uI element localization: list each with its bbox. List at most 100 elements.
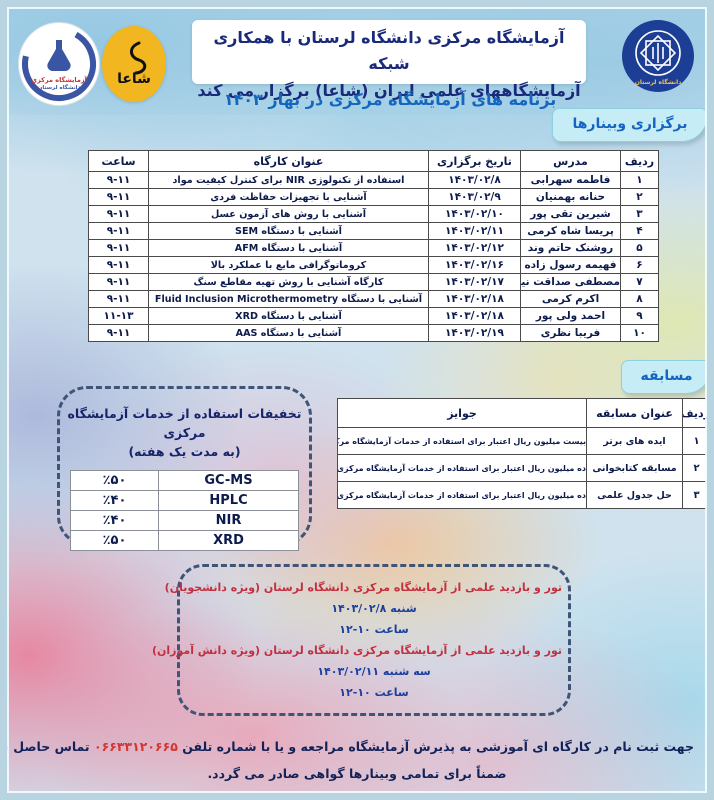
cell-num: ۷ — [620, 273, 659, 291]
cell-title: کارگاه آشنایی با روش تهیه مقاطع سنگ — [148, 273, 429, 291]
column-header: جوایز — [337, 398, 587, 428]
table-row: ۱ فاطمه سهرابی ۱۴۰۳/۰۲/۸ استفاده از تکنولوژ… — [88, 171, 659, 189]
table-row: ۵ روشنک حاتم وند ۱۴۰۳/۰۲/۱۲ آشنایی با دستگا… — [88, 239, 659, 257]
cell-service: GC-MS — [158, 470, 299, 492]
cell-instructor: فهیمه رسول زاده — [520, 256, 621, 274]
footer: جهت ثبت نام در کارگاه ای آموزشی به پذیرش… — [0, 734, 694, 788]
lab-logo-line2: دانشگاه لرستان — [37, 85, 81, 91]
cell-num: ۹ — [620, 307, 659, 325]
cell-num: ۳ — [620, 205, 659, 223]
shaa-logo: شاعا — [102, 26, 166, 102]
table-row: XRD ٪۵۰ — [70, 530, 299, 552]
svg-text:دانشگاه لرستان: دانشگاه لرستان — [635, 78, 682, 86]
table-row: ۳ شیرین تقی پور ۱۴۰۳/۰۲/۱۰ آشنایی با روش ها… — [88, 205, 659, 223]
cell-instructor: اکرم کرمی — [520, 290, 621, 308]
cell-instructor: فریبا نظری — [520, 324, 621, 342]
column-header: ساعت — [88, 150, 149, 172]
table-row: GC-MS ٪۵۰ — [70, 470, 299, 492]
column-header: ردیف — [620, 150, 659, 172]
cell-prize: بیست میلیون ریال اعتبار برای استفاده از … — [337, 427, 587, 455]
cell-time: ۹-۱۱ — [88, 171, 149, 189]
table-row: NIR ٪۴۰ — [70, 510, 299, 532]
university-emblem-icon: دانشگاه لرستان — [622, 20, 694, 92]
cell-title: مسابقه کتابخوانی — [586, 454, 683, 482]
cell-title: استفاده از تکنولوژی NIR برای کنترل کیفیت… — [148, 171, 429, 189]
cell-time: ۹-۱۱ — [88, 205, 149, 223]
cell-instructor: شیرین تقی پور — [520, 205, 621, 223]
cell-num: ۲ — [620, 188, 659, 206]
tour-line: شنبه ۱۴۰۳/۰۲/۸ — [331, 602, 417, 615]
cell-time: ۹-۱۱ — [88, 222, 149, 240]
table-row: ۸ اکرم کرمی ۱۴۰۳/۰۲/۱۸ آشنایی با دستگاه Flu… — [88, 290, 659, 308]
cell-title: آشنایی با دستگاه AAS — [148, 324, 429, 342]
discounts-box: تخفیفات استفاده از خدمات آزمایشگاه مرکزی… — [57, 386, 312, 552]
cell-num: ۱ — [620, 171, 659, 189]
cell-instructor: روشنک حاتم وند — [520, 239, 621, 257]
cell-date: ۱۴۰۳/۰۲/۸ — [428, 171, 521, 189]
competition-body: ۱ ایده های برتر بیست میلیون ریال اعتبار بر… — [337, 427, 711, 509]
cell-num: ۴ — [620, 222, 659, 240]
central-lab-logo: آزمایشگاه مرکزی دانشگاه لرستان — [18, 22, 100, 106]
table-row: ۳ حل جدول علمی ده میلیون ریال اعتبار برای … — [337, 481, 711, 509]
tour-line: ساعت ۱۰-۱۲ — [339, 623, 409, 636]
cell-title: کروماتوگرافی مایع با عملکرد بالا — [148, 256, 429, 274]
cell-date: ۱۴۰۳/۰۲/۱۷ — [428, 273, 521, 291]
cell-time: ۹-۱۱ — [88, 188, 149, 206]
discounts-body: GC-MS ٪۵۰ HPLC ٪۴۰ NIR ٪۴۰ XRD ٪۵۰ — [70, 470, 299, 552]
cell-date: ۱۴۰۳/۰۲/۱۰ — [428, 205, 521, 223]
cell-date: ۱۴۰۳/۰۲/۱۹ — [428, 324, 521, 342]
workshops-body: ۱ فاطمه سهرابی ۱۴۰۳/۰۲/۸ استفاده از تکنولوژ… — [88, 171, 659, 342]
title-line2: آزمایشگاههای علمی ایران (شاعا) برگزار می… — [197, 80, 581, 100]
table-row: ۴ پریسا شاه کرمی ۱۴۰۳/۰۲/۱۱ آشنایی با دستگا… — [88, 222, 659, 240]
cell-num: ۱ — [682, 427, 711, 455]
table-row: ۱ ایده های برتر بیست میلیون ریال اعتبار بر… — [337, 427, 711, 455]
cell-percent: ٪۴۰ — [70, 510, 159, 532]
cell-date: ۱۴۰۳/۰۲/۱۸ — [428, 290, 521, 308]
discounts-title-line2: (به مدت یک هفته) — [128, 443, 241, 459]
column-header: عنوان مسابقه — [586, 398, 683, 428]
footer-line1-before: جهت ثبت نام در کارگاه ای آموزشی به پذیرش… — [177, 739, 694, 754]
column-header: تاریخ برگزاری — [428, 150, 521, 172]
title-line1: آزمایشگاه مرکزی دانشگاه لرستان با همکاری… — [213, 28, 565, 74]
tours-box: تور و بازدید علمی از آزمایشگاه مرکزی دان… — [151, 564, 571, 716]
competition-header-row: ردیف عنوان مسابقه جوایز — [337, 398, 711, 428]
table-row: ۹ احمد ولی پور ۱۴۰۳/۰۲/۱۸ آشنایی با دستگاه … — [88, 307, 659, 325]
cell-num: ۸ — [620, 290, 659, 308]
cell-prize: ده میلیون ریال اعتبار برای استفاده از خد… — [337, 481, 587, 509]
cell-percent: ٪۴۰ — [70, 490, 159, 512]
cell-num: ۱۰ — [620, 324, 659, 342]
table-row: ۷ مصطفی صداقت نیا ۱۴۰۳/۰۲/۱۷ کارگاه آشنایی … — [88, 273, 659, 291]
cell-time: ۹-۱۱ — [88, 256, 149, 274]
cell-time: ۹-۱۱ — [88, 273, 149, 291]
column-header: عنوان کارگاه — [148, 150, 429, 172]
shaa-calligraphy-icon — [130, 41, 147, 75]
cell-title: آشنایی با دستگاه XRD — [148, 307, 429, 325]
cell-date: ۱۴۰۳/۰۲/۹ — [428, 188, 521, 206]
footer-line1: جهت ثبت نام در کارگاه ای آموزشی به پذیرش… — [0, 734, 694, 761]
competition-table: ردیف عنوان مسابقه جوایز ۱ ایده های برتر بیست… — [337, 398, 711, 509]
column-header: مدرس — [520, 150, 621, 172]
table-row: ۱۰ فریبا نظری ۱۴۰۳/۰۲/۱۹ آشنایی با دستگاه A… — [88, 324, 659, 342]
cell-title: آشنایی با دستگاه SEM — [148, 222, 429, 240]
footer-line2: ضمناً برای تمامی وبینارها گواهی صادر می … — [207, 765, 507, 781]
subtitle: برنامه های آزمایشگاه مرکزی در بهار ۱۴۰۳ — [223, 90, 557, 109]
tour-line: سه شنبه ۱۴۰۳/۰۲/۱۱ — [317, 665, 431, 678]
discounts-title-line1: تخفیفات استفاده از خدمات آزمایشگاه مرکزی — [67, 406, 302, 440]
table-row: ۲ مسابقه کتابخوانی ده میلیون ریال اعتبار ب… — [337, 454, 711, 482]
cell-date: ۱۴۰۳/۰۲/۱۸ — [428, 307, 521, 325]
workshops-header-row: ردیف مدرس تاریخ برگزاری عنوان کارگاه ساعت — [88, 150, 659, 172]
tab-competition: مسابقه — [621, 360, 712, 394]
university-logo: دانشگاه لرستان — [620, 18, 696, 94]
cell-time: ۹-۱۱ — [88, 324, 149, 342]
cell-num: ۵ — [620, 239, 659, 257]
cell-title: آشنایی با روش های آزمون عسل — [148, 205, 429, 223]
table-row: ۲ حنانه بهمنیان ۱۴۰۳/۰۲/۹ آشنایی با تجهیزات… — [88, 188, 659, 206]
cell-percent: ٪۵۰ — [70, 470, 159, 492]
tour-line: تور و بازدید علمی از آزمایشگاه مرکزی دان… — [151, 644, 562, 657]
discounts-table: GC-MS ٪۵۰ HPLC ٪۴۰ NIR ٪۴۰ XRD ٪۵۰ — [70, 470, 299, 552]
cell-num: ۶ — [620, 256, 659, 274]
cell-date: ۱۴۰۳/۰۲/۱۱ — [428, 222, 521, 240]
cell-instructor: پریسا شاه کرمی — [520, 222, 621, 240]
